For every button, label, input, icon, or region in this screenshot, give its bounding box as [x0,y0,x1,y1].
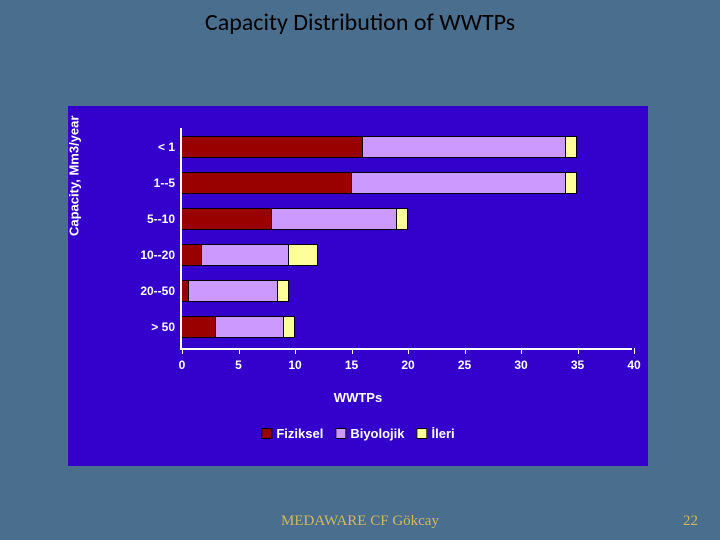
bar-segment [182,208,272,230]
legend-label: Fiziksel [276,426,323,441]
y-tick-label: 1--5 [154,176,175,190]
bar-segment [352,172,567,194]
legend-swatch [335,428,346,439]
bar-segment [566,172,577,194]
y-tick-label: > 50 [151,320,175,334]
x-axis-label: WWTPs [334,390,382,405]
bar-segment [182,172,352,194]
legend-item: İleri [417,426,455,441]
bar-segment [278,280,289,302]
x-tick-label: 30 [514,358,527,372]
bar-segment [284,316,295,338]
plot-region: 0510152025303540< 11--55--1010--2020--50… [180,128,632,350]
chart-area: Capacity, Mm3/year WWTPs 051015202530354… [68,106,648,466]
bar-segment [182,136,363,158]
x-tick [239,348,240,354]
bar-row [182,208,408,230]
x-tick-label: 35 [571,358,584,372]
x-tick [634,348,635,354]
bar-segment [216,316,284,338]
slide-title: Capacity Distribution of WWTPs [0,8,720,37]
y-tick-label: 5--10 [147,212,175,226]
footer-credit: MEDAWARE CF Gökcay [281,513,439,530]
bar-row [182,280,289,302]
x-tick-label: 20 [401,358,414,372]
bar-segment [182,244,202,266]
legend-item: Biyolojik [335,426,404,441]
x-tick-label: 0 [179,358,186,372]
x-tick-label: 40 [627,358,640,372]
x-tick [578,348,579,354]
legend: Fiziksel Biyolojik İleri [261,426,454,441]
bar-segment [202,244,289,266]
y-tick-label: 20--50 [140,284,175,298]
legend-swatch [417,428,428,439]
y-tick-label: < 1 [158,140,175,154]
x-tick [295,348,296,354]
legend-label: Biyolojik [350,426,404,441]
x-tick [182,348,183,354]
x-tick-label: 15 [345,358,358,372]
y-axis-label: Capacity, Mm3/year [67,116,82,236]
x-tick-label: 25 [458,358,471,372]
bar-row [182,172,577,194]
bar-segment [182,316,216,338]
bar-segment [566,136,577,158]
legend-item: Fiziksel [261,426,323,441]
bar-row [182,316,295,338]
legend-swatch [261,428,272,439]
x-tick [408,348,409,354]
bar-segment [272,208,396,230]
bar-row [182,244,318,266]
bar-segment [363,136,566,158]
x-tick-label: 10 [288,358,301,372]
footer-page-number: 22 [683,513,698,530]
y-tick-label: 10--20 [140,248,175,262]
bar-segment [182,280,189,302]
x-tick-label: 5 [235,358,242,372]
bar-segment [289,244,317,266]
x-tick [465,348,466,354]
x-tick [521,348,522,354]
x-tick [352,348,353,354]
legend-label: İleri [432,426,455,441]
bar-segment [397,208,408,230]
bar-row [182,136,577,158]
slide: Capacity Distribution of WWTPs Capacity,… [0,0,720,540]
bar-segment [189,280,278,302]
